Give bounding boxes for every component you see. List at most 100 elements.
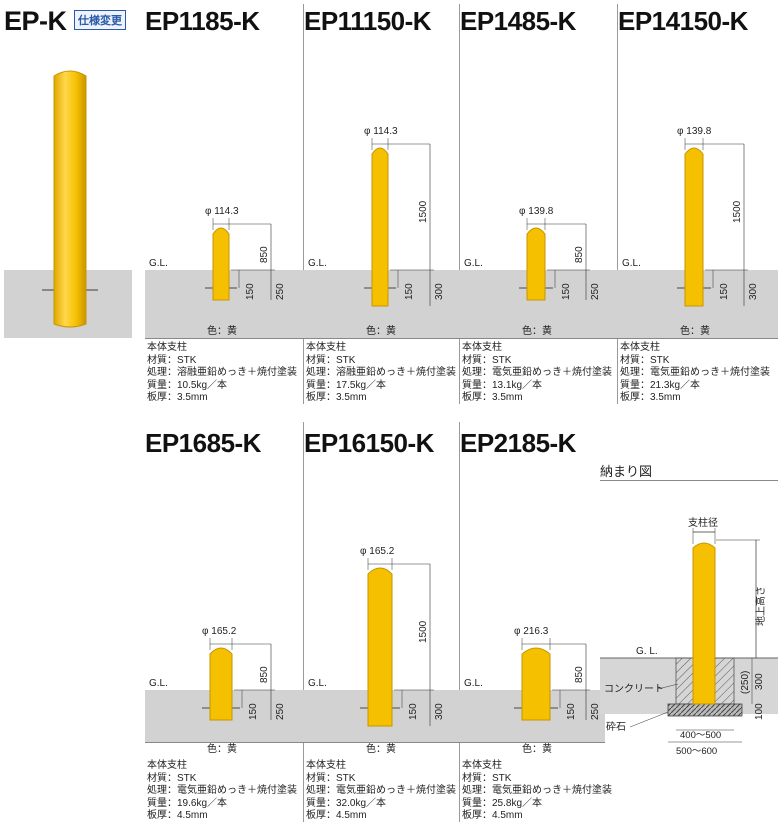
- ground-divider-line: [145, 338, 778, 339]
- height-label: 850: [574, 246, 585, 263]
- spec-line: 本体支柱: [147, 342, 187, 353]
- spec-line: 質量：10.5kg／本: [147, 379, 228, 391]
- installation-post: [692, 542, 716, 705]
- spec-line: 質量：13.1kg／本: [462, 379, 543, 391]
- spec-line: 本体支柱: [462, 342, 502, 353]
- post-drawing: φ 165.2 1500 150 300: [360, 546, 445, 727]
- product-model-title: EP2185-K: [460, 428, 576, 458]
- color-label: 色：黄: [522, 326, 552, 337]
- spec-line: 質量：32.0kg／本: [306, 797, 387, 809]
- embed-a-label: 150: [404, 283, 415, 300]
- spec-line: 質量：17.5kg／本: [306, 379, 387, 391]
- spec-line: 処理：溶融亜鉛めっき＋焼付塗装: [306, 367, 456, 379]
- color-label: 色：黄: [522, 744, 552, 755]
- embed-b-label: 300: [748, 283, 759, 300]
- embed-b-label: 250: [275, 283, 286, 300]
- spec-line: 質量：25.8kg／本: [462, 797, 543, 809]
- height-label: 1500: [418, 620, 429, 643]
- height-label: 1500: [418, 200, 429, 223]
- color-label: 色：黄: [207, 744, 237, 755]
- spec-line: 処理：電気亜鉛めっき＋焼付塗装: [147, 785, 297, 797]
- spec-list: 本体支柱 材質：STK 処理：電気亜鉛めっき＋焼付塗装 質量：13.1kg／本 板厚：3…: [462, 342, 612, 405]
- svg-text:支柱径: 支柱径: [688, 516, 718, 529]
- embed-a-label: 150: [248, 703, 259, 720]
- spec-line: 処理：電気亜鉛めっき＋焼付塗装: [462, 785, 612, 797]
- spec-line: 材質：STK: [620, 354, 670, 366]
- post-drawing: φ 216.3 850 150 250: [514, 626, 601, 721]
- embed-b-label: 300: [434, 283, 445, 300]
- svg-text:400〜500: 400〜500: [680, 730, 721, 741]
- spec-list: 本体支柱 材質：STK 処理：電気亜鉛めっき＋焼付塗装 質量：32.0kg／本 板厚：4…: [306, 760, 456, 823]
- spec-line: 板厚：3.5mm: [306, 392, 367, 404]
- spec-list: 本体支柱 材質：STK 処理：溶融亜鉛めっき＋焼付塗装 質量：17.5kg／本 板厚：3…: [306, 342, 456, 405]
- spec-line: 本体支柱: [306, 760, 346, 771]
- column-divider: [617, 4, 618, 404]
- height-label: 850: [259, 246, 270, 263]
- product-model-title: EP1485-K: [460, 6, 576, 36]
- product-model-title: EP16150-K: [304, 428, 434, 458]
- spec-line: 処理：溶融亜鉛めっき＋焼付塗装: [147, 367, 297, 379]
- ground-level-label: G.L.: [308, 258, 327, 269]
- spec-list: 本体支柱 材質：STK 処理：溶融亜鉛めっき＋焼付塗装 質量：10.5kg／本 板厚：3…: [147, 342, 297, 405]
- diameter-label: φ 216.3: [514, 626, 549, 637]
- height-label: 1500: [732, 200, 743, 223]
- svg-text:500〜600: 500〜600: [676, 746, 717, 757]
- spec-line: 板厚：4.5mm: [462, 810, 523, 822]
- spec-line: 処理：電気亜鉛めっき＋焼付塗装: [620, 367, 770, 379]
- spec-line: 本体支柱: [147, 760, 187, 771]
- color-label: 色：黄: [680, 326, 710, 337]
- spec-line: 処理：電気亜鉛めっき＋焼付塗装: [462, 367, 612, 379]
- spec-line: 板厚：4.5mm: [306, 810, 367, 822]
- spec-line: 材質：STK: [462, 354, 512, 366]
- diameter-label: φ 165.2: [360, 546, 395, 557]
- svg-text:300: 300: [754, 673, 765, 690]
- embed-b-label: 300: [434, 703, 445, 720]
- height-label: 850: [574, 666, 585, 683]
- embed-a-label: 150: [561, 283, 572, 300]
- svg-text:地上高さ: 地上高さ: [754, 586, 767, 626]
- embed-b-label: 250: [275, 703, 286, 720]
- product-model-title: EP14150-K: [618, 6, 748, 36]
- product-model-title: EP11150-K: [304, 6, 432, 36]
- height-label: 850: [259, 666, 270, 683]
- column-divider: [303, 4, 304, 404]
- spec-line: 材質：STK: [306, 354, 356, 366]
- ground-level-label: G.L.: [149, 258, 168, 269]
- post-drawing: φ 114.3 850 150 250: [205, 206, 286, 301]
- embed-a-label: 150: [719, 283, 730, 300]
- spec-line: 材質：STK: [147, 772, 197, 784]
- column-divider: [459, 4, 460, 404]
- ground-strip-top: [145, 270, 778, 338]
- svg-text:100: 100: [754, 703, 765, 720]
- embed-b-label: 250: [590, 283, 601, 300]
- spec-line: 本体支柱: [620, 342, 660, 353]
- ground-level-label: G.L.: [308, 678, 327, 689]
- spec-line: 本体支柱: [306, 342, 346, 353]
- post-body: [521, 647, 551, 721]
- post-body: [526, 227, 546, 301]
- spec-line: 板厚：4.5mm: [147, 810, 208, 822]
- post-body: [367, 567, 393, 727]
- post-body: [371, 147, 389, 307]
- embed-a-label: 150: [566, 703, 577, 720]
- color-label: 色：黄: [366, 744, 396, 755]
- installation-title: 納まり図: [600, 464, 653, 479]
- color-label: 色：黄: [366, 326, 396, 337]
- post-drawing: φ 114.3 1500 150 300: [364, 126, 445, 307]
- spec-line: 板厚：3.5mm: [147, 392, 208, 404]
- post-body: [212, 227, 230, 301]
- column-divider: [303, 422, 304, 822]
- column-divider: [459, 422, 460, 822]
- spec-line: 材質：STK: [462, 772, 512, 784]
- ground-divider-line: [145, 742, 605, 743]
- ground-level-label: G.L.: [464, 258, 483, 269]
- spec-list: 本体支柱 材質：STK 処理：電気亜鉛めっき＋焼付塗装 質量：21.3kg／本 板厚：3…: [620, 342, 770, 405]
- post-drawing: φ 139.8 1500 150 300: [677, 126, 759, 307]
- embed-a-label: 150: [408, 703, 419, 720]
- diameter-label: φ 139.8: [519, 206, 554, 217]
- spec-line: 板厚：3.5mm: [620, 392, 681, 404]
- diameter-label: φ 139.8: [677, 126, 712, 137]
- series-title: EP-K: [4, 6, 67, 36]
- color-label: 色：黄: [207, 326, 237, 337]
- post-body: [684, 147, 704, 307]
